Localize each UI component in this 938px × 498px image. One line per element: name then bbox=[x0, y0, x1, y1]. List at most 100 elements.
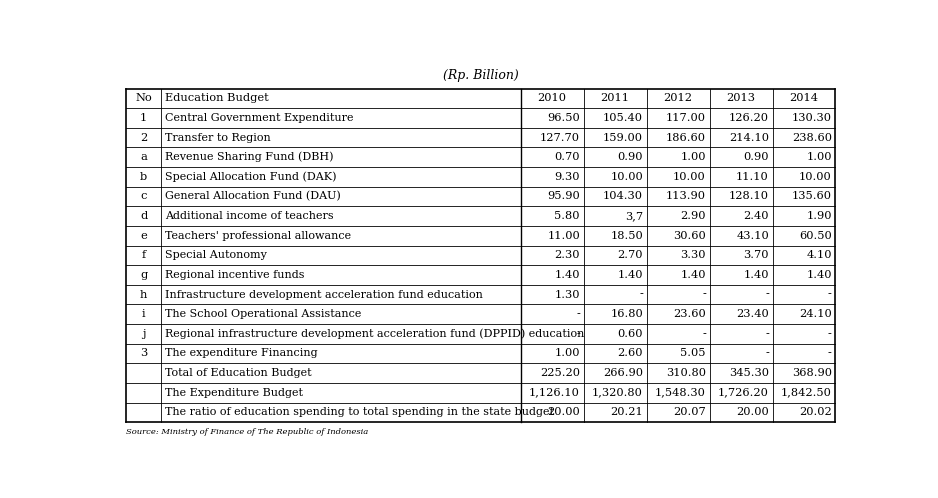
Text: 16.80: 16.80 bbox=[611, 309, 643, 319]
Text: 238.60: 238.60 bbox=[792, 132, 832, 142]
Text: Infrastructure development acceleration fund education: Infrastructure development acceleration … bbox=[165, 289, 483, 300]
Text: -: - bbox=[765, 349, 769, 359]
Text: 368.90: 368.90 bbox=[792, 368, 832, 378]
Text: 225.20: 225.20 bbox=[540, 368, 580, 378]
Text: 128.10: 128.10 bbox=[729, 191, 769, 202]
Text: 105.40: 105.40 bbox=[603, 113, 643, 123]
Text: 127.70: 127.70 bbox=[540, 132, 580, 142]
Text: The ratio of education spending to total spending in the state budget: The ratio of education spending to total… bbox=[165, 407, 554, 417]
Text: 20.07: 20.07 bbox=[673, 407, 706, 417]
Text: 10.00: 10.00 bbox=[673, 172, 706, 182]
Text: 96.50: 96.50 bbox=[547, 113, 580, 123]
Text: -: - bbox=[702, 329, 706, 339]
Text: 11.10: 11.10 bbox=[736, 172, 769, 182]
Text: Special Autonomy: Special Autonomy bbox=[165, 250, 266, 260]
Text: Revenue Sharing Fund (DBH): Revenue Sharing Fund (DBH) bbox=[165, 152, 333, 162]
Text: Source: Ministry of Finance of The Republic of Indonesia: Source: Ministry of Finance of The Repub… bbox=[126, 428, 369, 436]
Text: 117.00: 117.00 bbox=[666, 113, 706, 123]
Text: 1: 1 bbox=[140, 113, 147, 123]
Text: 2.70: 2.70 bbox=[617, 250, 643, 260]
Text: 3: 3 bbox=[140, 349, 147, 359]
Text: -: - bbox=[828, 349, 832, 359]
Text: 60.50: 60.50 bbox=[799, 231, 832, 241]
Text: 0.70: 0.70 bbox=[554, 152, 580, 162]
Text: 2011: 2011 bbox=[600, 93, 629, 103]
Text: 2.90: 2.90 bbox=[680, 211, 706, 221]
Text: Special Allocation Fund (DAK): Special Allocation Fund (DAK) bbox=[165, 171, 337, 182]
Text: 186.60: 186.60 bbox=[666, 132, 706, 142]
Text: 2.30: 2.30 bbox=[554, 250, 580, 260]
Text: 126.20: 126.20 bbox=[729, 113, 769, 123]
Text: 1.40: 1.40 bbox=[617, 270, 643, 280]
Text: 4.10: 4.10 bbox=[807, 250, 832, 260]
Text: 24.10: 24.10 bbox=[799, 309, 832, 319]
Text: -: - bbox=[576, 329, 580, 339]
Text: 2010: 2010 bbox=[537, 93, 567, 103]
Text: 1,126.10: 1,126.10 bbox=[529, 388, 580, 398]
Text: 1.40: 1.40 bbox=[744, 270, 769, 280]
Text: 20.21: 20.21 bbox=[611, 407, 643, 417]
Text: 1.00: 1.00 bbox=[807, 152, 832, 162]
Text: The expenditure Financing: The expenditure Financing bbox=[165, 349, 318, 359]
Text: 1.90: 1.90 bbox=[807, 211, 832, 221]
Text: 10.00: 10.00 bbox=[799, 172, 832, 182]
Text: -: - bbox=[765, 329, 769, 339]
Text: 5.80: 5.80 bbox=[554, 211, 580, 221]
Text: 1,548.30: 1,548.30 bbox=[655, 388, 706, 398]
Text: 1.40: 1.40 bbox=[554, 270, 580, 280]
Text: Additional income of teachers: Additional income of teachers bbox=[165, 211, 334, 221]
Text: j: j bbox=[142, 329, 145, 339]
Text: 1,842.50: 1,842.50 bbox=[781, 388, 832, 398]
Text: 2013: 2013 bbox=[727, 93, 755, 103]
Text: 345.30: 345.30 bbox=[729, 368, 769, 378]
Text: -: - bbox=[828, 329, 832, 339]
Text: 3,7: 3,7 bbox=[625, 211, 643, 221]
Text: Central Government Expenditure: Central Government Expenditure bbox=[165, 113, 354, 123]
Text: 23.60: 23.60 bbox=[673, 309, 706, 319]
Text: 0.60: 0.60 bbox=[617, 329, 643, 339]
Text: 104.30: 104.30 bbox=[603, 191, 643, 202]
Text: 310.80: 310.80 bbox=[666, 368, 706, 378]
Text: e: e bbox=[141, 231, 147, 241]
Text: g: g bbox=[140, 270, 147, 280]
Text: The School Operational Assistance: The School Operational Assistance bbox=[165, 309, 361, 319]
Text: 159.00: 159.00 bbox=[603, 132, 643, 142]
Text: i: i bbox=[142, 309, 145, 319]
Text: 10.00: 10.00 bbox=[611, 172, 643, 182]
Text: f: f bbox=[142, 250, 145, 260]
Text: 0.90: 0.90 bbox=[617, 152, 643, 162]
Text: 3.70: 3.70 bbox=[744, 250, 769, 260]
Text: No: No bbox=[135, 93, 152, 103]
Text: 2012: 2012 bbox=[663, 93, 692, 103]
Text: a: a bbox=[140, 152, 147, 162]
Text: 1.40: 1.40 bbox=[680, 270, 706, 280]
Text: Transfer to Region: Transfer to Region bbox=[165, 132, 271, 142]
Text: (Rp. Billion): (Rp. Billion) bbox=[443, 69, 519, 82]
Text: 11.00: 11.00 bbox=[547, 231, 580, 241]
Text: 113.90: 113.90 bbox=[666, 191, 706, 202]
Text: 1.40: 1.40 bbox=[807, 270, 832, 280]
Text: Regional infrastructure development acceleration fund (DPPID) education: Regional infrastructure development acce… bbox=[165, 329, 584, 339]
Text: 18.50: 18.50 bbox=[611, 231, 643, 241]
Text: The Expenditure Budget: The Expenditure Budget bbox=[165, 388, 303, 398]
Text: 1.00: 1.00 bbox=[554, 349, 580, 359]
Text: Education Budget: Education Budget bbox=[165, 93, 268, 103]
Text: 266.90: 266.90 bbox=[603, 368, 643, 378]
Text: 20.00: 20.00 bbox=[547, 407, 580, 417]
Text: 2014: 2014 bbox=[790, 93, 819, 103]
Text: 3.30: 3.30 bbox=[680, 250, 706, 260]
Text: 5.05: 5.05 bbox=[680, 349, 706, 359]
Text: -: - bbox=[765, 289, 769, 300]
Text: 2: 2 bbox=[140, 132, 147, 142]
Text: Regional incentive funds: Regional incentive funds bbox=[165, 270, 305, 280]
Text: 130.30: 130.30 bbox=[792, 113, 832, 123]
Text: c: c bbox=[141, 191, 147, 202]
Text: 214.10: 214.10 bbox=[729, 132, 769, 142]
Text: 2.40: 2.40 bbox=[744, 211, 769, 221]
Text: 1,726.20: 1,726.20 bbox=[718, 388, 769, 398]
Text: 135.60: 135.60 bbox=[792, 191, 832, 202]
Text: Teachers' professional allowance: Teachers' professional allowance bbox=[165, 231, 351, 241]
Text: 20.02: 20.02 bbox=[799, 407, 832, 417]
Text: 1,320.80: 1,320.80 bbox=[592, 388, 643, 398]
Text: -: - bbox=[828, 289, 832, 300]
